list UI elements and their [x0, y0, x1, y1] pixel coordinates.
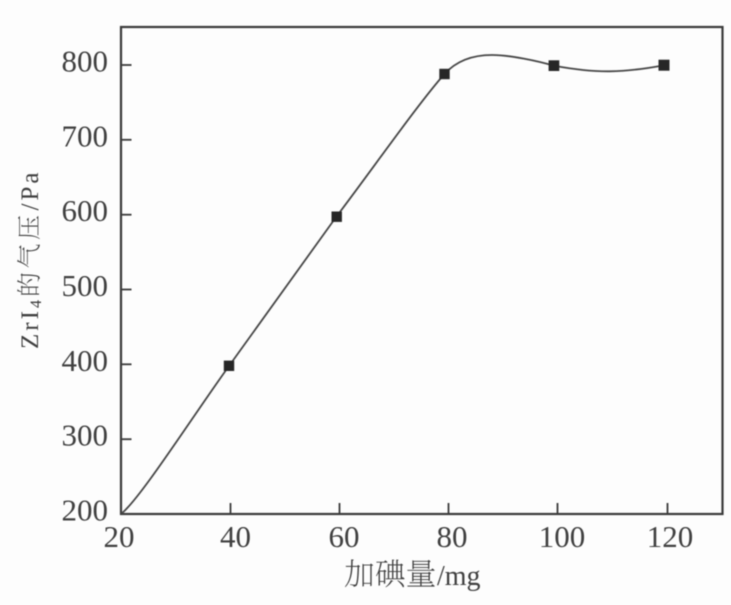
svg-text:/Pa: /Pa [17, 170, 44, 211]
svg-text:/mg: /mg [437, 561, 481, 592]
svg-text:60: 60 [329, 519, 360, 554]
svg-text:ZrI: ZrI [17, 308, 44, 349]
svg-text:300: 300 [62, 418, 109, 453]
svg-text:500: 500 [62, 268, 109, 303]
svg-text:120: 120 [647, 519, 694, 554]
svg-text:400: 400 [62, 343, 109, 378]
svg-text:4: 4 [28, 300, 45, 308]
svg-text:700: 700 [62, 118, 109, 153]
svg-text:80: 80 [437, 519, 468, 554]
svg-text:40: 40 [220, 519, 251, 554]
svg-text:100: 100 [539, 519, 586, 554]
svg-text:600: 600 [62, 193, 109, 228]
svg-text:20: 20 [104, 519, 135, 554]
svg-text:800: 800 [62, 44, 109, 79]
svg-text:200: 200 [62, 493, 109, 528]
